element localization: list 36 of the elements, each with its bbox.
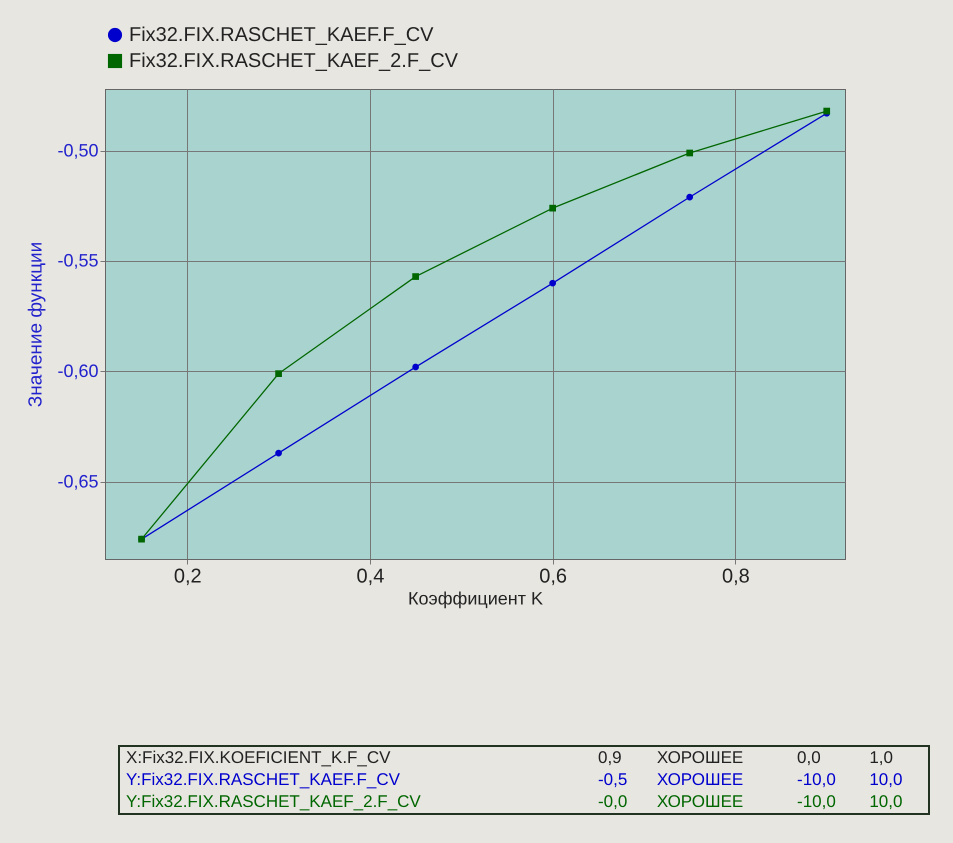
point (275, 450, 282, 456)
text: Y:Fix32.FIX.RASCHET_KAEF_2.F_CV (125, 791, 422, 813)
point (275, 370, 282, 377)
point (686, 194, 694, 200)
text: ХОРОШЕЕ (656, 791, 744, 813)
text: -0,0 (597, 791, 628, 813)
x-tick-label: 0,2 (174, 566, 202, 588)
point (823, 108, 830, 114)
text: 10,0 (868, 791, 904, 813)
point (549, 280, 556, 287)
text: Y:Fix32.FIX.RASCHET_KAEF.F_CV (125, 769, 401, 791)
text: X:Fix32.FIX.KOEFICIENT_K.F_CV (125, 747, 392, 769)
legend-label: Fix32.FIX.RASCHET_KAEF_2.F_CV (129, 50, 459, 72)
y-tick-label: -0,55 (57, 250, 98, 271)
x-tick-label: 0,6 (539, 566, 568, 588)
point (412, 273, 419, 280)
text: ХОРОШЕЕ (656, 769, 744, 791)
text: 0,0 (796, 747, 822, 769)
legend-label: Fix32.FIX.RASCHET_KAEF.F_CV (129, 24, 434, 46)
text: ХОРОШЕЕ (656, 747, 744, 769)
y-tick-label: -0,60 (57, 360, 98, 381)
text: 10,0 (868, 769, 904, 791)
point (549, 204, 556, 212)
point (686, 150, 694, 156)
text: -10,0 (796, 769, 837, 791)
x-tick-label: 0,8 (722, 566, 750, 588)
y-tick-label: -0,65 (57, 471, 98, 492)
text: -10,0 (796, 791, 837, 813)
text: -0,5 (597, 769, 628, 791)
point (412, 364, 419, 370)
y-tick-label: -0,50 (57, 140, 98, 160)
text: 0,9 (597, 747, 623, 769)
text: 1,0 (868, 747, 894, 769)
x-axis-title: Коэффициент K (408, 588, 543, 608)
y-axis-title: Значение функции (25, 242, 46, 408)
x-tick-label: 0,4 (356, 566, 384, 588)
